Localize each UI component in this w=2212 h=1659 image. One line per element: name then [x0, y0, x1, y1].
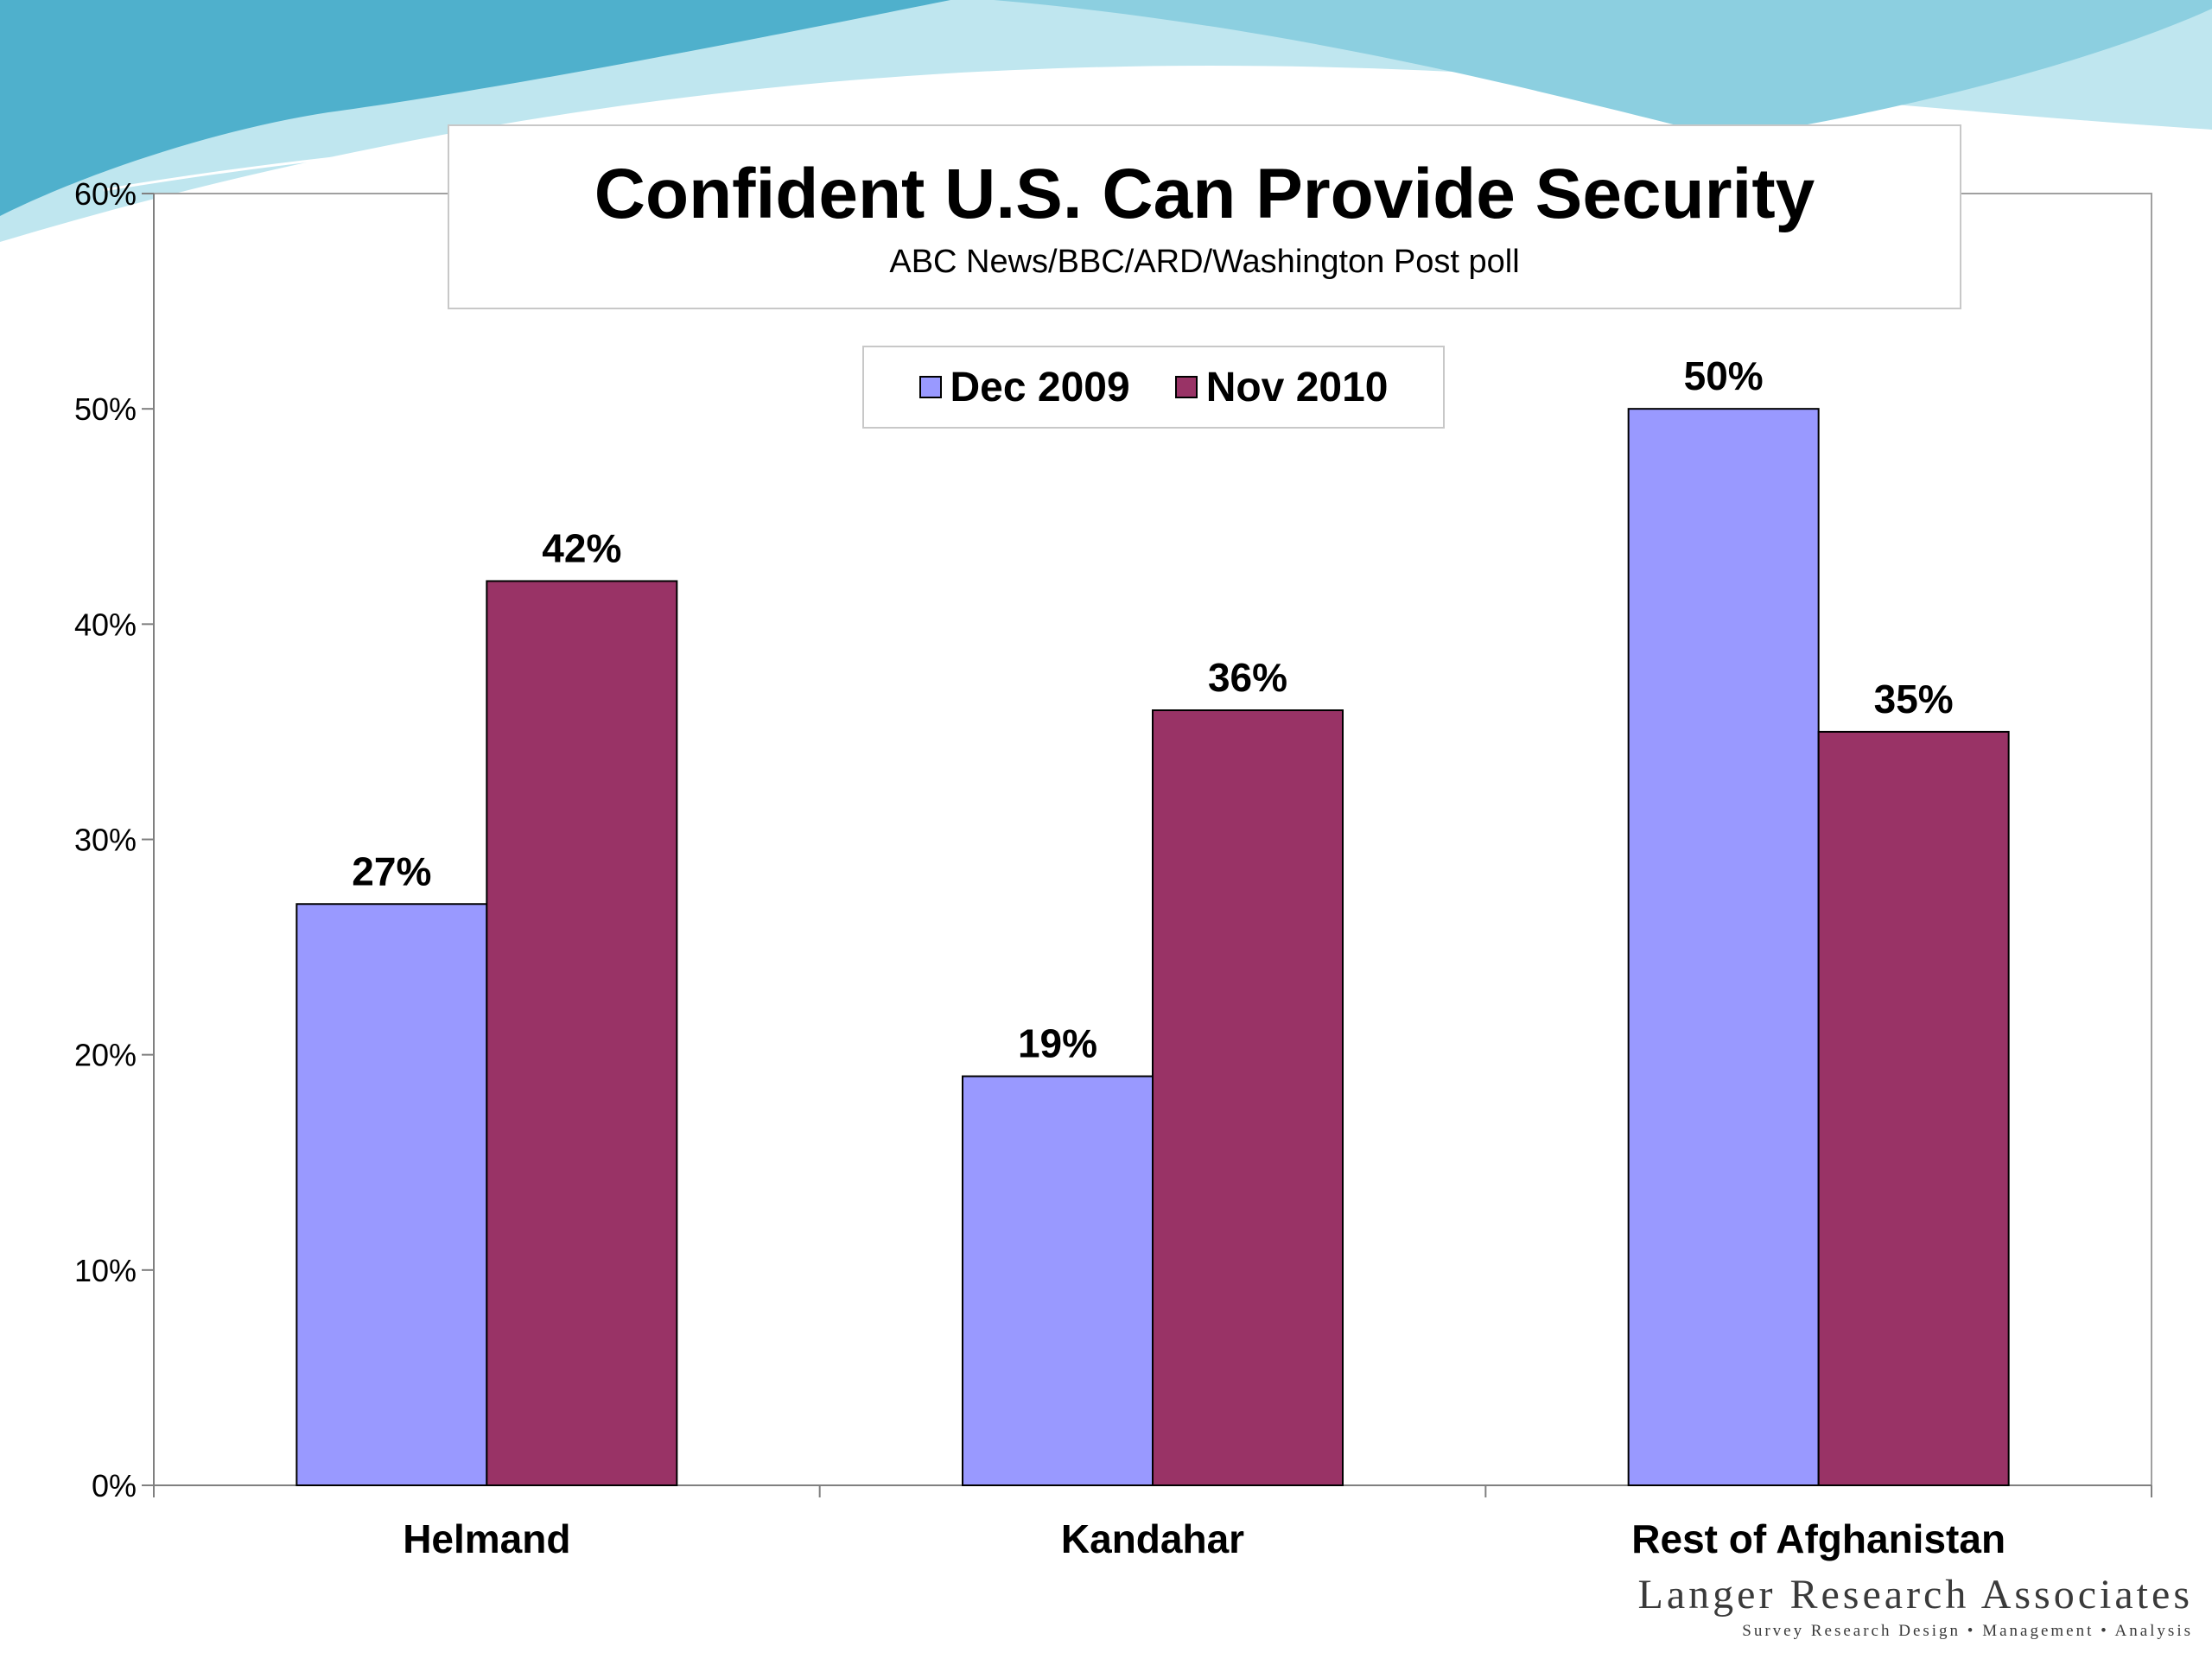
- bar-data-label: 27%: [352, 849, 431, 893]
- y-tick-label: 30%: [74, 823, 137, 858]
- legend-swatch-nov-2010: [1174, 376, 1198, 398]
- company-logo: Langer Research Associates Survey Resear…: [1637, 1572, 2193, 1640]
- title-box: Confident U.S. Can Provide Security ABC …: [448, 124, 1961, 309]
- bar: [1817, 730, 2010, 1486]
- swoosh-mid: [0, 0, 2212, 138]
- y-tick-label: 60%: [74, 176, 137, 212]
- x-category-label: Rest of Afghanistan: [1631, 1516, 2005, 1561]
- legend-item-dec-2009: Dec 2009: [918, 364, 1130, 411]
- bar-data-label: 35%: [1874, 677, 1954, 721]
- y-tick-label: 20%: [74, 1038, 137, 1073]
- bar: [1152, 709, 1344, 1486]
- y-tick-label: 10%: [74, 1253, 137, 1288]
- y-tick-label: 50%: [74, 391, 137, 427]
- legend-swatch-dec-2009: [918, 376, 942, 398]
- legend: Dec 2009 Nov 2010: [862, 346, 1445, 429]
- logo-tagline: Survey Research Design • Management • An…: [1742, 1622, 2193, 1640]
- bar: [962, 1075, 1154, 1487]
- bar: [296, 903, 488, 1486]
- y-axis: 0% 10% 20% 30% 40% 50% 60%: [74, 176, 155, 1503]
- bar: [1627, 408, 1820, 1487]
- bar-data-label: 50%: [1684, 353, 1764, 398]
- x-category-label: Helmand: [403, 1516, 570, 1561]
- y-tick-label: 40%: [74, 607, 137, 642]
- legend-label-dec-2009: Dec 2009: [950, 364, 1130, 410]
- bar-data-label: 19%: [1018, 1021, 1097, 1066]
- bar-labels: 27% 19% 50% 42% 36% 35%: [352, 353, 1953, 1065]
- bar: [486, 580, 678, 1486]
- legend-label-nov-2010: Nov 2010: [1205, 364, 1389, 410]
- y-tick-label: 0%: [92, 1468, 137, 1503]
- bar-data-label: 36%: [1208, 655, 1287, 700]
- swoosh-dark: [0, 0, 950, 216]
- x-axis: Helmand Kandahar Rest of Afghanistan: [153, 1484, 2152, 1561]
- logo-name: Langer Research Associates: [1637, 1572, 2193, 1618]
- bar-data-label: 42%: [542, 526, 621, 571]
- legend-item-nov-2010: Nov 2010: [1174, 364, 1389, 411]
- bars: [296, 408, 2010, 1487]
- chart-subtitle: ABC News/BBC/ARD/Washington Post poll: [889, 244, 1520, 280]
- chart-title: Confident U.S. Can Provide Security: [594, 155, 1815, 233]
- x-category-label: Kandahar: [1061, 1516, 1244, 1561]
